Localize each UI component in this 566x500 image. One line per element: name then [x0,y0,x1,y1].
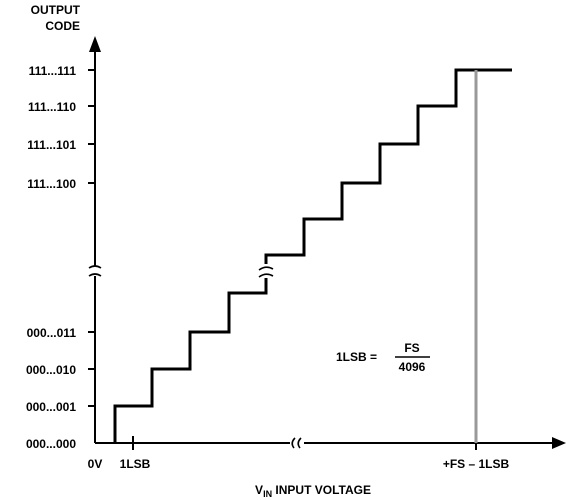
staircase-break-icon [258,264,274,278]
y-label-111-111: 111...111 [29,64,77,78]
x-label-1lsb: 1LSB [120,457,151,471]
y-label-111-110: 111...110 [28,100,76,114]
y-axis-break-icon [87,265,103,277]
y-axis-title-line2: CODE [45,19,80,33]
x-axis-arrowhead [552,437,566,449]
y-ticks [88,69,95,407]
formula-denominator: 4096 [399,360,426,374]
formula-lhs: 1LSB = [336,350,377,364]
y-label-000-010: 000...010 [26,363,76,377]
x-axis-title-rest: INPUT VOLTAGE [272,483,371,497]
transfer-staircase [113,68,512,443]
formula-numerator: FS [404,341,419,355]
x-axis-title-subscript: IN [263,489,272,499]
lsb-formula: 1LSB = FS 4096 [336,341,430,374]
y-label-000-000: 000...000 [26,437,76,451]
y-label-000-001: 000...001 [26,400,76,414]
x-axis-title: VIN INPUT VOLTAGE [255,483,371,499]
x-axis-title-v: V [255,483,263,497]
y-label-000-011: 000...011 [27,326,77,340]
x-label-0v: 0V [88,457,103,471]
y-label-111-101: 111...101 [27,138,76,152]
y-label-111-100: 111...100 [27,177,76,191]
y-axis-title-line1: OUTPUT [31,3,81,17]
x-label-fs-minus-1lsb: +FS – 1LSB [443,457,510,471]
y-axis-arrowhead [89,36,101,52]
x-axis-break-icon [290,436,304,450]
